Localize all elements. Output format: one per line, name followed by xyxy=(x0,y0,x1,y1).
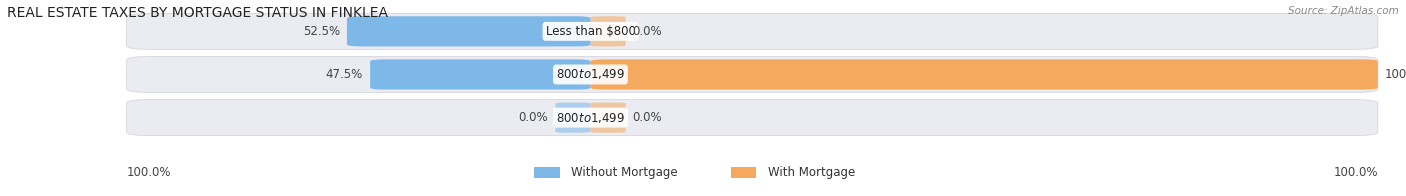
FancyBboxPatch shape xyxy=(591,16,626,46)
FancyBboxPatch shape xyxy=(347,16,591,46)
FancyBboxPatch shape xyxy=(555,103,591,133)
FancyBboxPatch shape xyxy=(591,103,626,133)
Text: With Mortgage: With Mortgage xyxy=(768,166,855,179)
Text: 47.5%: 47.5% xyxy=(326,68,363,81)
Text: 52.5%: 52.5% xyxy=(302,25,340,38)
Text: 0.0%: 0.0% xyxy=(633,111,662,124)
FancyBboxPatch shape xyxy=(127,13,1378,49)
FancyBboxPatch shape xyxy=(731,167,756,178)
Text: 100.0%: 100.0% xyxy=(1333,166,1378,179)
Text: 0.0%: 0.0% xyxy=(519,111,548,124)
FancyBboxPatch shape xyxy=(370,59,591,90)
FancyBboxPatch shape xyxy=(591,59,1378,90)
FancyBboxPatch shape xyxy=(127,56,1378,93)
Text: 100.0%: 100.0% xyxy=(127,166,172,179)
Text: Less than $800: Less than $800 xyxy=(546,25,636,38)
Text: 100.0%: 100.0% xyxy=(1385,68,1406,81)
Text: $800 to $1,499: $800 to $1,499 xyxy=(555,67,626,82)
Text: $800 to $1,499: $800 to $1,499 xyxy=(555,111,626,125)
Text: Without Mortgage: Without Mortgage xyxy=(571,166,678,179)
Text: REAL ESTATE TAXES BY MORTGAGE STATUS IN FINKLEA: REAL ESTATE TAXES BY MORTGAGE STATUS IN … xyxy=(7,6,388,20)
FancyBboxPatch shape xyxy=(127,100,1378,136)
FancyBboxPatch shape xyxy=(534,167,560,178)
Text: Source: ZipAtlas.com: Source: ZipAtlas.com xyxy=(1288,6,1399,16)
Text: 0.0%: 0.0% xyxy=(633,25,662,38)
